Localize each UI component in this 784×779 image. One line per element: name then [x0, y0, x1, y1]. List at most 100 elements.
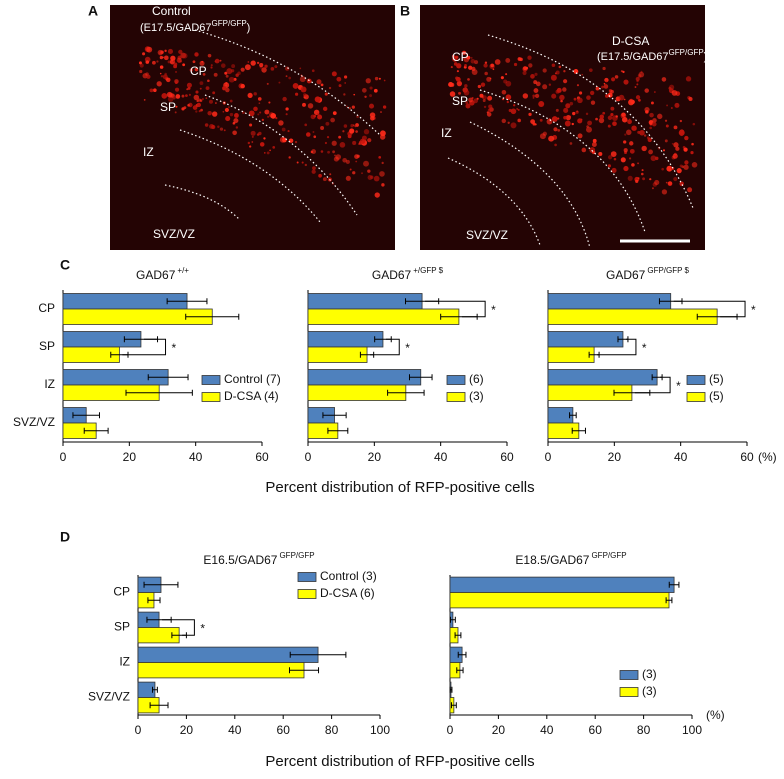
cell: [662, 149, 666, 152]
cell: [261, 67, 267, 73]
cell: [257, 97, 262, 101]
cell: [338, 84, 342, 88]
cell: [311, 69, 315, 73]
cell: [152, 60, 156, 65]
cell: [274, 65, 278, 69]
cell: [212, 91, 216, 95]
x-axis-title: Percent distribution of RFP-positive cel…: [265, 753, 534, 770]
cell: [342, 130, 345, 133]
cell: [174, 111, 177, 114]
cell: [482, 95, 487, 100]
cell: [621, 116, 628, 123]
region-label: SVZ/VZ: [153, 227, 195, 241]
cell: [253, 92, 257, 96]
cell: [470, 56, 473, 59]
cell: [636, 83, 639, 86]
cell: [466, 55, 471, 60]
cell: [650, 101, 654, 105]
error-bar: [185, 313, 240, 320]
region-label: IZ: [441, 126, 452, 140]
cell: [590, 100, 596, 105]
x-tick-label: 60: [277, 723, 291, 737]
cell: [565, 103, 571, 109]
significance-label: *: [751, 303, 756, 317]
cell: [192, 105, 198, 110]
significance-bracket: [425, 300, 486, 318]
unit-label: (%): [758, 450, 777, 464]
cell: [165, 77, 171, 83]
cell: [159, 55, 163, 60]
cell: [173, 62, 178, 67]
cell: [505, 80, 512, 87]
cell: [160, 75, 164, 78]
cell: [232, 121, 236, 125]
x-tick-label: 0: [545, 450, 552, 464]
cell: [348, 107, 352, 110]
cell: [207, 110, 212, 116]
cell: [232, 130, 237, 136]
cell: [270, 67, 275, 71]
cell: [231, 64, 236, 69]
cell: [484, 71, 488, 76]
cell: [690, 151, 694, 155]
cell: [473, 98, 479, 104]
x-tick-label: 20: [368, 450, 382, 464]
cell: [607, 164, 611, 168]
cell: [456, 63, 462, 69]
cell: [542, 84, 548, 90]
cell: [205, 97, 208, 99]
cell: [220, 63, 226, 68]
cell: [335, 154, 342, 160]
cell: [300, 86, 307, 93]
cell: [624, 133, 627, 136]
cell: [539, 118, 543, 122]
cell: [598, 151, 603, 157]
cell: [581, 147, 587, 153]
cell: [679, 119, 683, 123]
cell: [462, 57, 465, 60]
cell: [644, 88, 649, 93]
cell: [192, 60, 196, 64]
y-tick-label: IZ: [119, 655, 130, 669]
cell: [578, 91, 583, 95]
cell: [268, 101, 271, 104]
region-label: IZ: [143, 145, 154, 159]
chart-title: E18.5/GAD67 GFP/GFP: [515, 551, 626, 567]
cell: [295, 92, 299, 96]
cell: [685, 76, 692, 82]
cell: [539, 133, 546, 140]
cell: [468, 65, 473, 70]
legend-label: (5): [709, 389, 724, 403]
cell: [664, 119, 668, 122]
cell: [159, 65, 164, 69]
cell: [253, 106, 258, 112]
cell: [528, 112, 532, 116]
cell: [352, 140, 357, 145]
cell: [517, 118, 521, 123]
cell: [301, 161, 304, 164]
region-label: SP: [452, 94, 468, 108]
legend-label: (6): [469, 372, 484, 386]
cell: [639, 129, 645, 136]
cell: [562, 87, 567, 92]
cell: [571, 122, 574, 126]
cell: [209, 123, 215, 129]
x-tick-label: 0: [447, 723, 454, 737]
cell: [257, 113, 260, 116]
cell: [462, 50, 467, 55]
cell: [450, 66, 453, 69]
cell: [378, 77, 381, 80]
cell: [607, 124, 611, 128]
cell: [174, 70, 178, 74]
bar: [307, 293, 423, 310]
x-tick-label: 60: [500, 450, 514, 464]
boundary: [164, 184, 241, 221]
cell: [153, 88, 157, 92]
cell: [219, 59, 222, 62]
y-tick-label: SVZ/VZ: [13, 415, 55, 429]
cell: [451, 54, 456, 58]
cell: [381, 161, 384, 165]
cell: [285, 113, 288, 116]
cell: [635, 77, 640, 82]
